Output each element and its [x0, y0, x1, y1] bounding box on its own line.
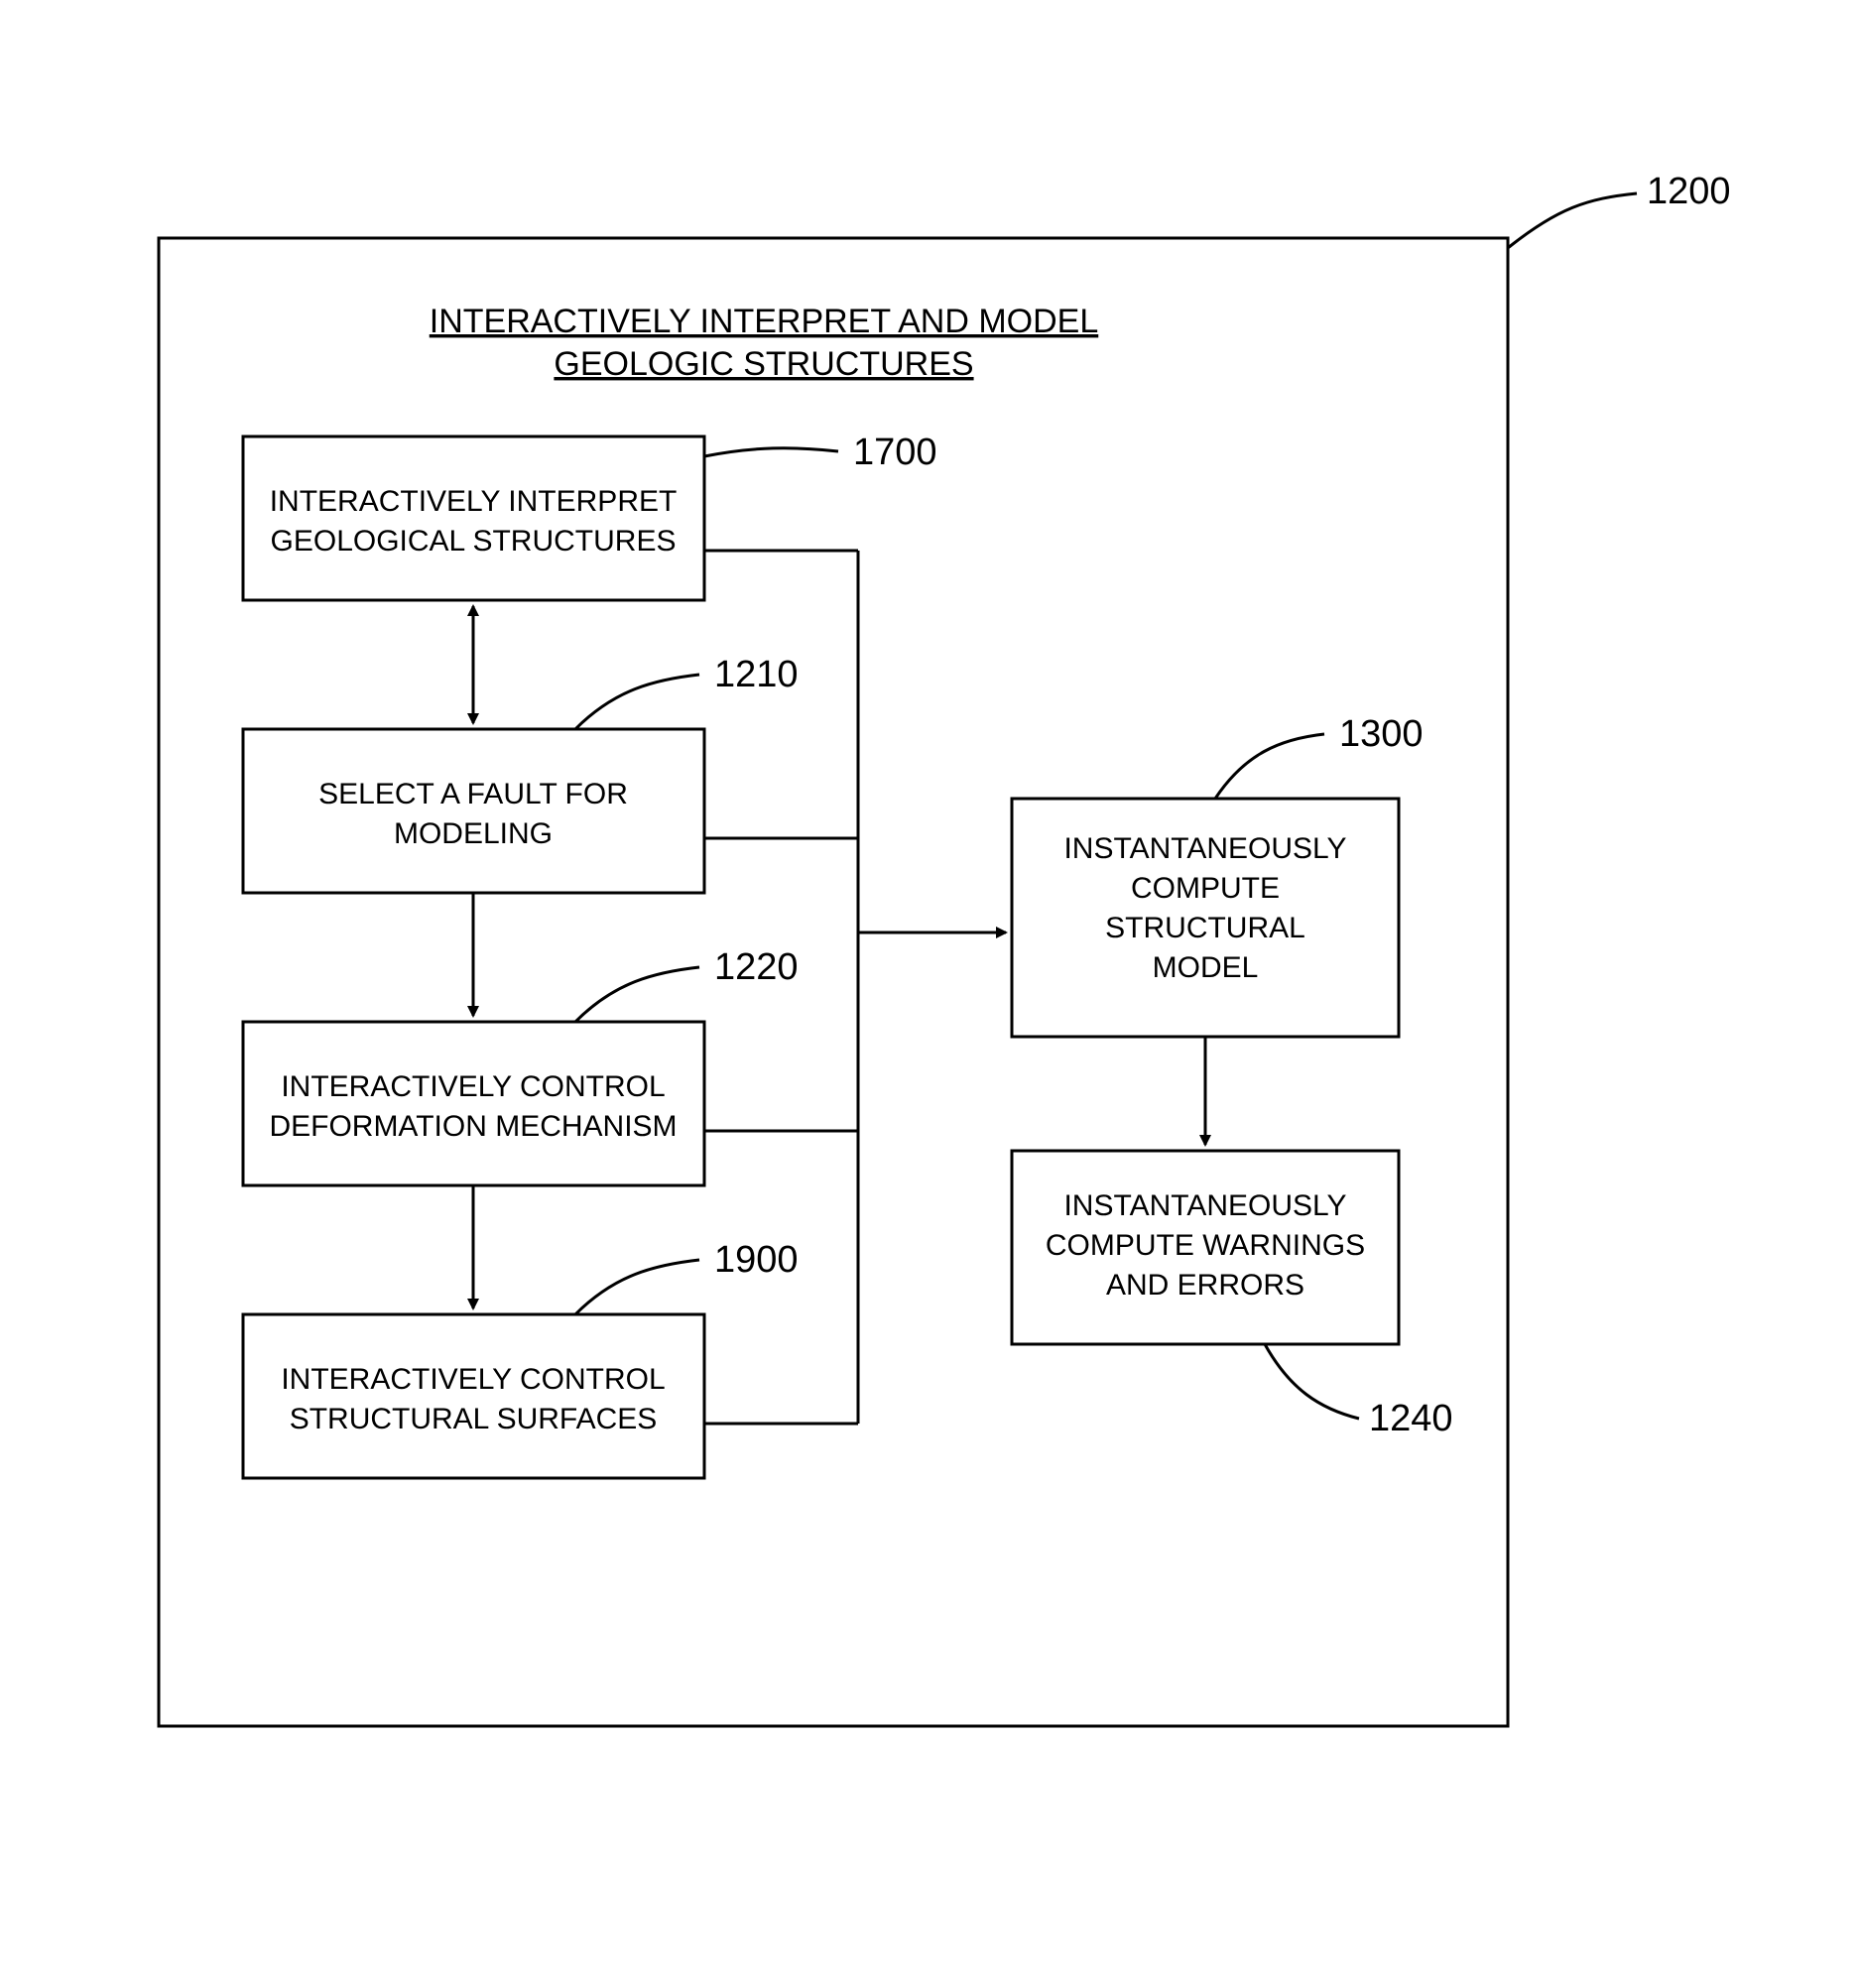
ref-1300: 1300 [1339, 713, 1424, 755]
node-1210-line2: MODELING [394, 817, 553, 850]
leader-1900 [575, 1260, 699, 1314]
diagram-title-line1: INTERACTIVELY INTERPRET AND MODEL [430, 303, 1098, 340]
leader-1700 [704, 448, 838, 456]
leader-1220 [575, 967, 699, 1022]
node-1300-line2: COMPUTE [1131, 872, 1280, 905]
diagram-title-line2: GEOLOGIC STRUCTURES [554, 345, 973, 383]
node-1300-line4: MODEL [1153, 951, 1259, 984]
node-1300-line1: INSTANTANEOUSLY [1063, 832, 1346, 865]
node-1220 [243, 1022, 704, 1185]
node-1900-line2: STRUCTURAL SURFACES [290, 1403, 658, 1435]
node-1240-line3: AND ERRORS [1106, 1269, 1304, 1302]
ref-1240: 1240 [1369, 1398, 1453, 1439]
node-1900-line1: INTERACTIVELY CONTROL [281, 1363, 665, 1396]
node-1700 [243, 436, 704, 600]
ref-1200: 1200 [1647, 171, 1731, 212]
node-1220-line2: DEFORMATION MECHANISM [269, 1110, 677, 1143]
node-1300-line3: STRUCTURAL [1105, 912, 1305, 944]
ref-1220: 1220 [714, 946, 799, 988]
node-1210 [243, 729, 704, 893]
node-1900 [243, 1314, 704, 1478]
node-1210-line1: SELECT A FAULT FOR [318, 778, 628, 810]
node-1220-line1: INTERACTIVELY CONTROL [281, 1070, 665, 1103]
leader-1210 [575, 675, 699, 729]
node-1240-line1: INSTANTANEOUSLY [1063, 1189, 1346, 1222]
leader-1240 [1265, 1344, 1359, 1419]
ref-1900: 1900 [714, 1239, 799, 1281]
leader-1200 [1508, 193, 1637, 248]
node-1700-line1: INTERACTIVELY INTERPRET [270, 485, 678, 518]
ref-1700: 1700 [853, 432, 937, 473]
node-1240-line2: COMPUTE WARNINGS [1046, 1229, 1365, 1262]
node-1700-line2: GEOLOGICAL STRUCTURES [271, 525, 677, 558]
leader-1300 [1215, 734, 1324, 799]
flowchart: 1200 INTERACTIVELY INTERPRET AND MODEL G… [0, 0, 1860, 1988]
ref-1210: 1210 [714, 654, 799, 695]
